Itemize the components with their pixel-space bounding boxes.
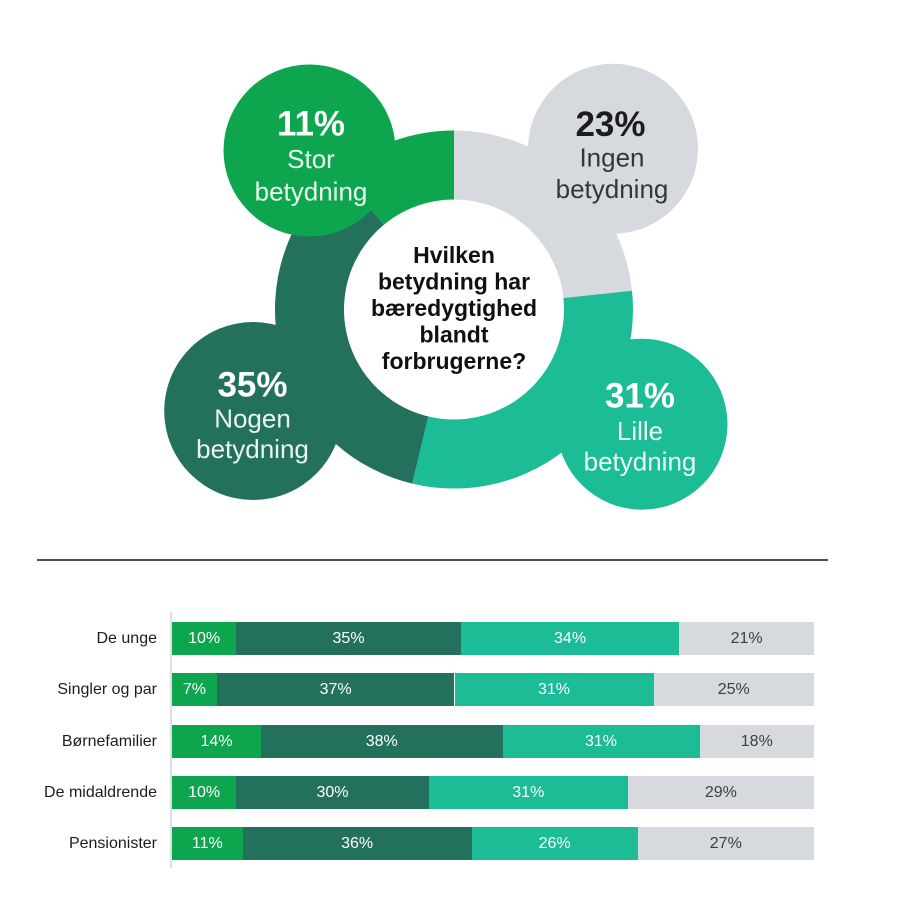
svg-text:Ingen: Ingen — [579, 143, 644, 173]
svg-text:betydning: betydning — [196, 434, 309, 464]
svg-text:blandt: blandt — [420, 322, 489, 348]
svg-text:betydning: betydning — [584, 447, 697, 477]
svg-text:31%: 31% — [605, 377, 675, 416]
svg-text:35%: 35% — [217, 366, 287, 405]
svg-text:Stor: Stor — [287, 144, 335, 174]
svg-text:11%: 11% — [277, 105, 345, 144]
svg-text:Lille: Lille — [617, 416, 663, 446]
svg-text:betydning: betydning — [556, 174, 669, 204]
svg-text:bæredygtighed: bæredygtighed — [371, 295, 537, 321]
svg-text:betydning har: betydning har — [378, 269, 530, 295]
svg-text:Hvilken: Hvilken — [413, 242, 495, 268]
svg-text:23%: 23% — [575, 105, 645, 144]
svg-text:betydning: betydning — [255, 177, 368, 207]
svg-text:Nogen: Nogen — [214, 404, 291, 434]
svg-text:forbrugerne?: forbrugerne? — [382, 348, 526, 374]
